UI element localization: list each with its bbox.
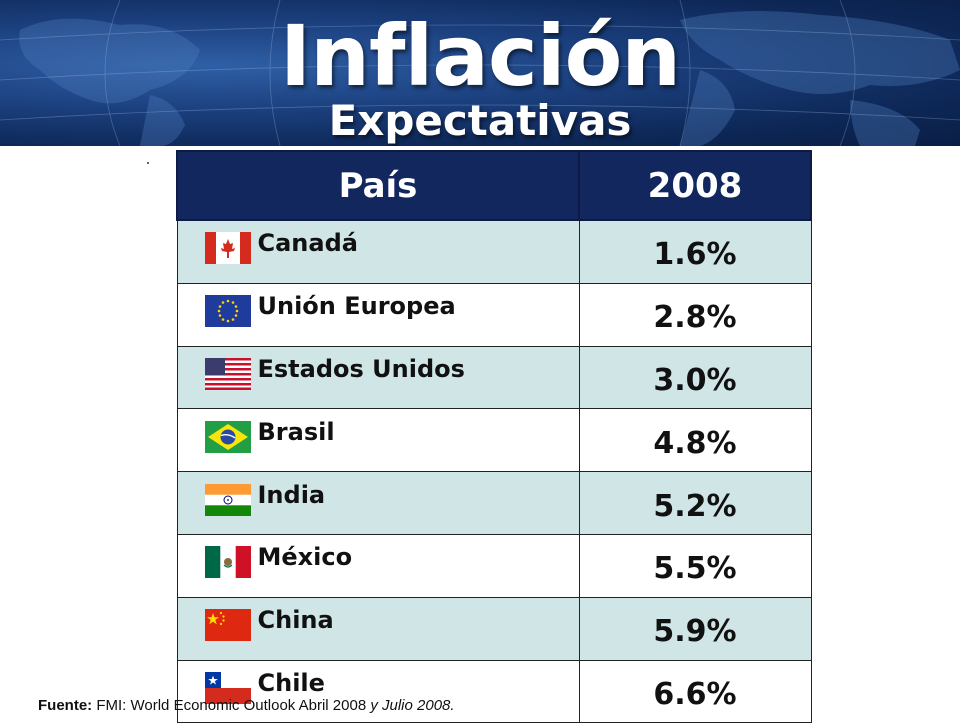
table-header-row: País 2008 <box>176 150 812 221</box>
canada-flag-icon <box>204 232 251 265</box>
country-name: Unión Europea <box>257 292 456 321</box>
country-name: Estados Unidos <box>257 354 465 383</box>
column-header-country: País <box>176 150 580 221</box>
column-header-year: 2008 <box>578 150 812 221</box>
country-name: México <box>257 543 353 572</box>
country-name: Brasil <box>257 417 335 446</box>
table-row: China 5.9% <box>176 596 812 661</box>
inflation-value: 4.8% <box>578 408 812 473</box>
header-banner: Inflación Expectativas <box>0 0 960 146</box>
table-row: Chile 6.6% <box>176 659 812 723</box>
table-row: México 5.5% <box>176 533 812 598</box>
india-flag-icon <box>204 483 251 516</box>
inflation-value: 5.5% <box>578 533 812 598</box>
eu-flag-icon <box>204 295 251 328</box>
brazil-flag-icon <box>204 420 251 453</box>
inflation-value: 5.2% <box>578 471 812 535</box>
inflation-value: 3.0% <box>578 345 812 410</box>
table-row: Canadá 1.6% <box>176 219 812 284</box>
country-name: Canadá <box>257 229 358 258</box>
inflation-value: 5.9% <box>578 596 812 661</box>
country-name: China <box>257 606 334 635</box>
country-name: India <box>257 480 326 509</box>
inflation-value: 6.6% <box>578 659 812 723</box>
page-title: Inflación <box>279 7 681 105</box>
inflation-table: País 2008 Canadá 1.6% Unión Europea 2.8% <box>176 150 812 723</box>
mexico-flag-icon <box>204 546 251 579</box>
inflation-value: 1.6% <box>578 219 812 284</box>
page-subtitle: Expectativas <box>328 96 632 145</box>
table-row: Brasil 4.8% <box>176 408 812 473</box>
source-note: Fuente: FMI: World Economic Outlook Abri… <box>38 697 455 714</box>
world-map-background <box>0 0 960 146</box>
source-label: Fuente: <box>38 697 93 714</box>
country-name: Chile <box>257 668 325 697</box>
table-row: Estados Unidos 3.0% <box>176 345 812 410</box>
source-text: FMI: World Economic Outlook Abril 2008 <box>92 697 371 714</box>
table-row: India 5.2% <box>176 471 812 535</box>
chile-flag-icon <box>204 671 251 704</box>
stray-dot <box>147 162 149 164</box>
table-row: Unión Europea 2.8% <box>176 282 812 347</box>
usa-flag-icon <box>204 357 251 390</box>
source-italic: y Julio 2008. <box>370 697 455 714</box>
china-flag-icon <box>204 609 251 642</box>
inflation-value: 2.8% <box>578 282 812 347</box>
